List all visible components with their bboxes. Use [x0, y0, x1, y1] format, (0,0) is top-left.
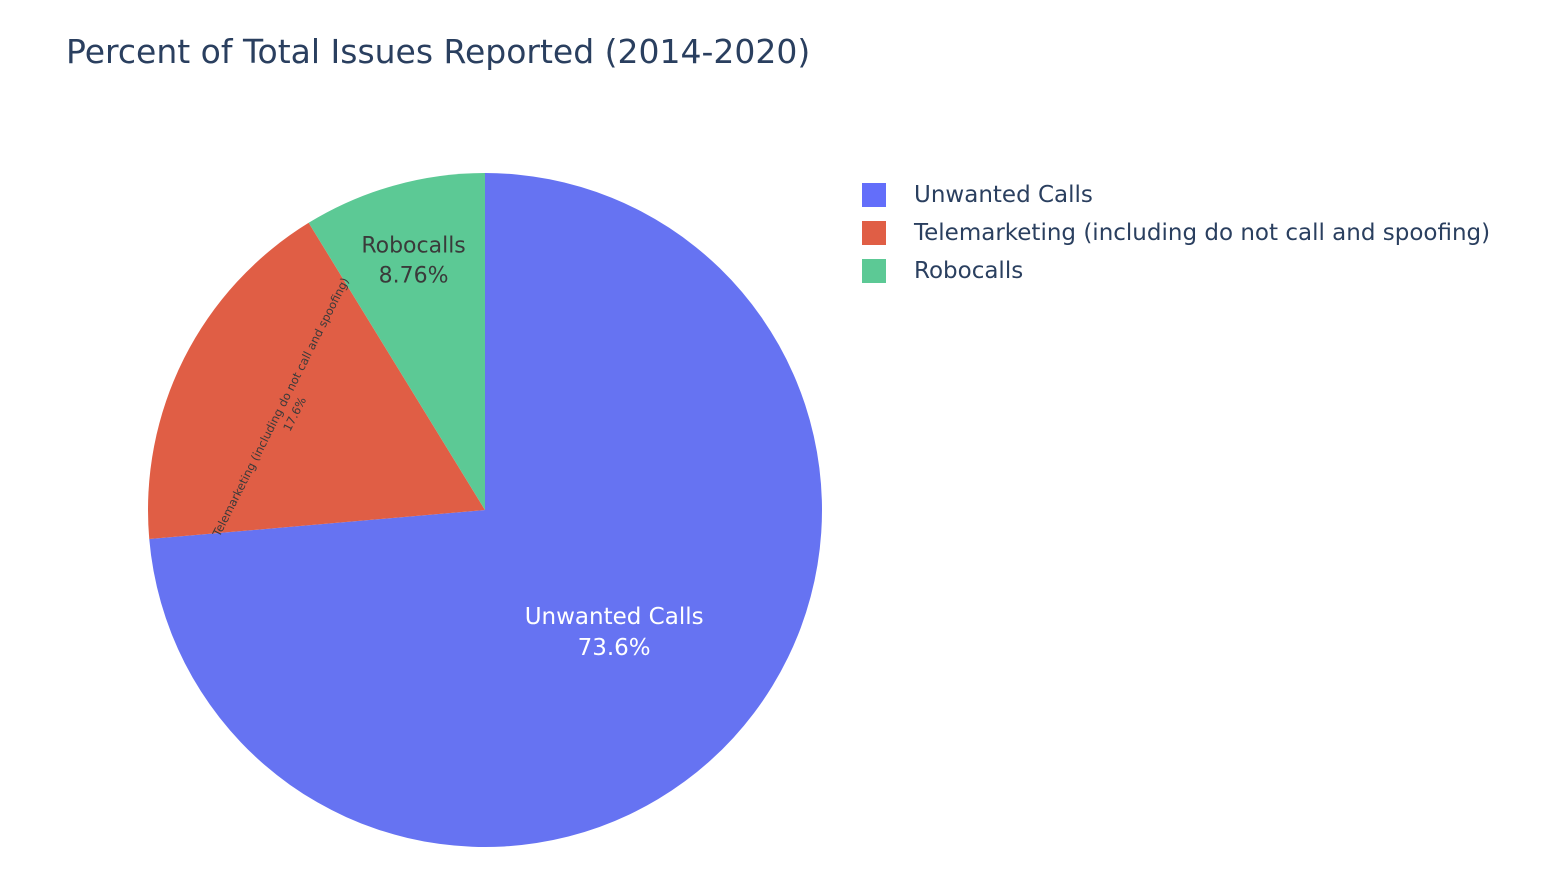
slice-label-name-unwanted-calls: Unwanted Calls	[525, 604, 704, 630]
pie-slice-telemarketing[interactable]	[148, 222, 485, 539]
legend-swatch-telemarketing	[862, 221, 886, 245]
chart-title: Percent of Total Issues Reported (2014-2…	[66, 32, 811, 71]
legend-item-robocalls[interactable]: Robocalls	[862, 252, 1490, 290]
slice-label-name-robocalls: Robocalls	[361, 234, 465, 259]
legend-label-telemarketing: Telemarketing (including do not call and…	[914, 220, 1491, 246]
legend-swatch-robocalls	[862, 259, 886, 283]
legend-item-unwanted-calls[interactable]: Unwanted Calls	[862, 176, 1490, 214]
legend-label-unwanted-calls: Unwanted Calls	[914, 182, 1093, 208]
legend-label-robocalls: Robocalls	[914, 258, 1024, 284]
legend: Unwanted Calls Telemarketing (including …	[862, 176, 1490, 290]
slice-label-value-unwanted-calls: 73.6%	[578, 635, 651, 661]
pie-slice-unwanted-calls[interactable]	[149, 173, 822, 848]
legend-item-telemarketing[interactable]: Telemarketing (including do not call and…	[862, 214, 1490, 252]
slice-label-unwanted-calls: Unwanted Calls 73.6%	[525, 604, 704, 661]
pie-slice-robocalls[interactable]	[308, 173, 485, 510]
legend-swatch-unwanted-calls	[862, 183, 886, 207]
slice-label-value-robocalls: 8.76%	[379, 263, 449, 288]
pie-slices	[148, 173, 822, 848]
slice-label-robocalls: Robocalls 8.76%	[361, 234, 465, 289]
